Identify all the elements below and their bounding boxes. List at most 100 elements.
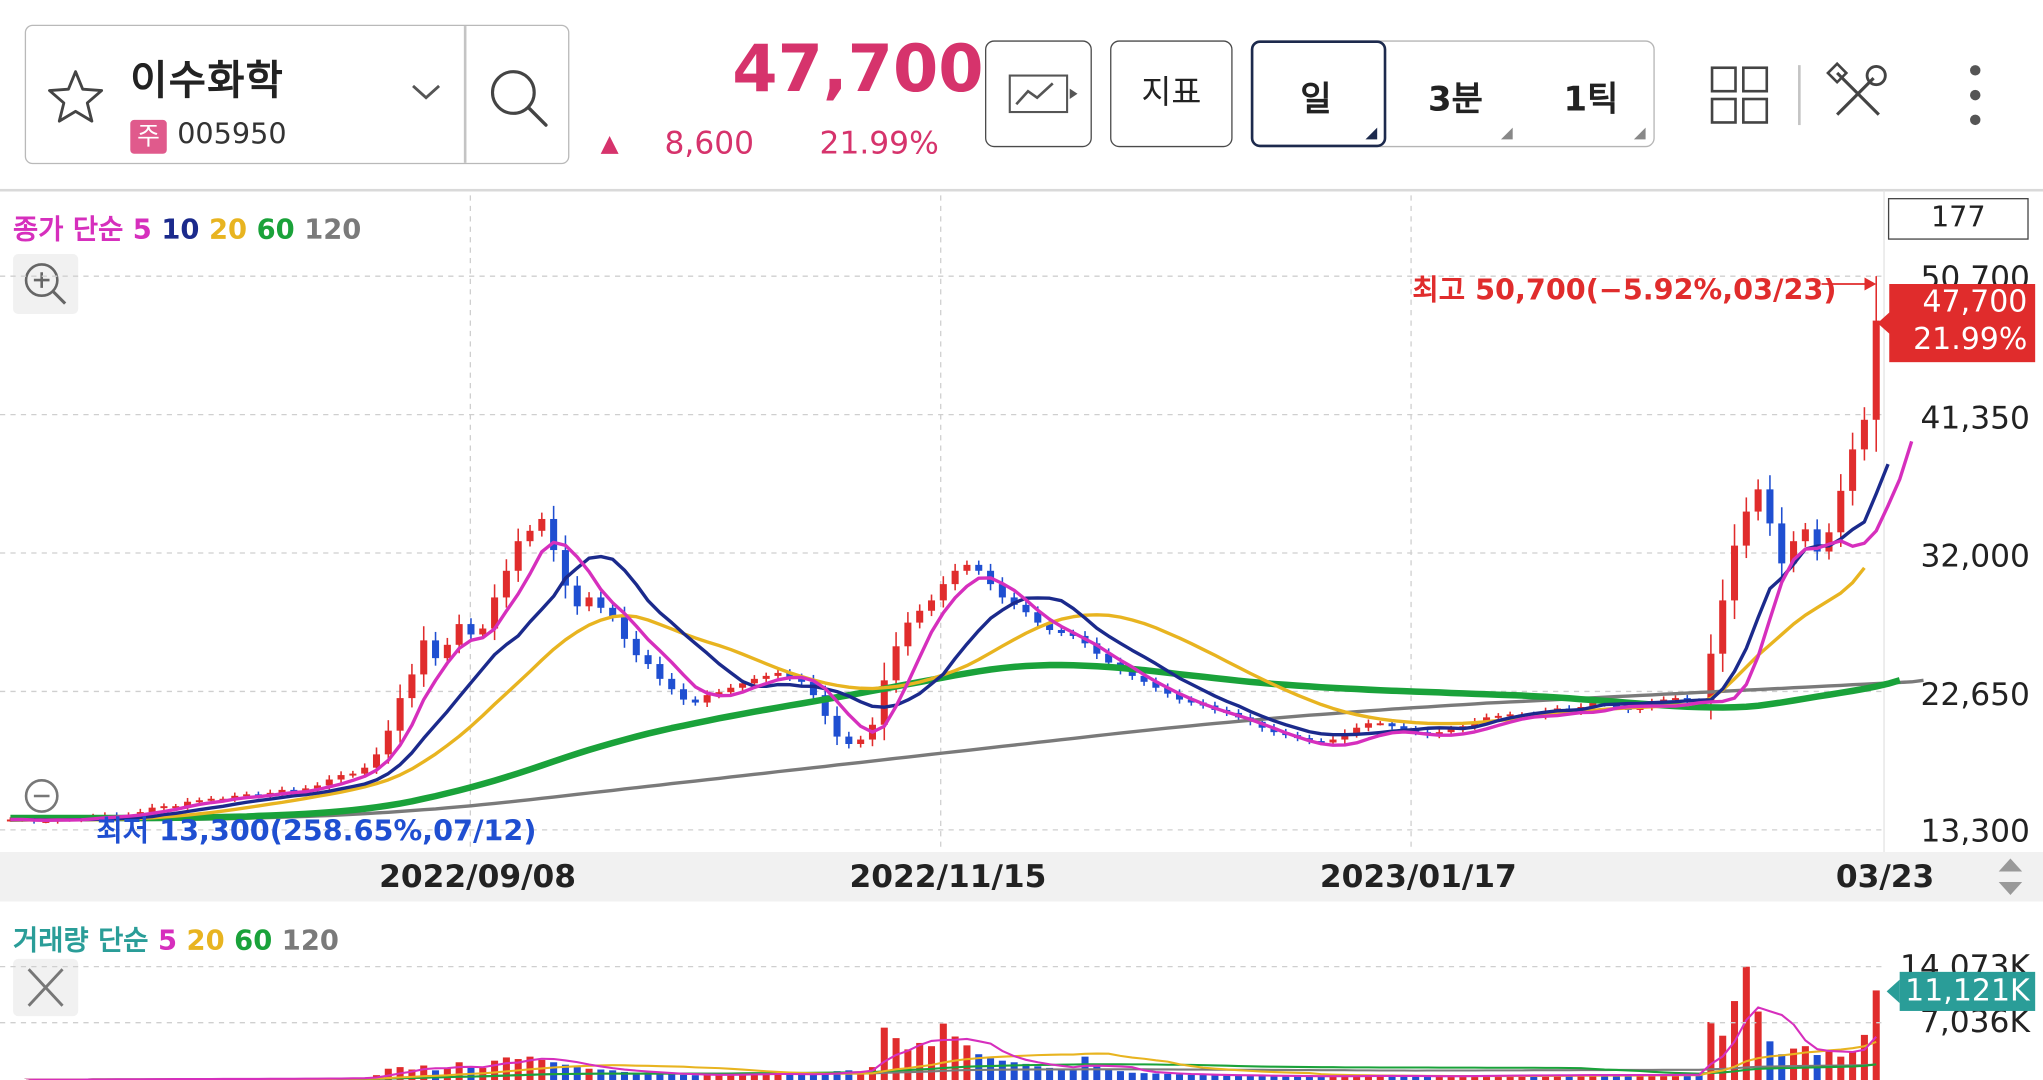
candle-56 <box>668 673 676 695</box>
low-annotation: 최저 13,300(258.65%,07/12) <box>96 815 537 849</box>
volume-bar-155 <box>1837 1056 1845 1080</box>
high-annotation: 최고 50,700(−5.92%,03/23) <box>1412 274 1837 308</box>
volume-bar-55 <box>656 1073 664 1080</box>
x-label-0323: 03/23 <box>1835 858 1935 896</box>
volume-bar-126 <box>1494 1075 1502 1080</box>
volume-bar-111 <box>1317 1076 1325 1080</box>
volume-bar-102 <box>1211 1075 1219 1080</box>
stock-selector[interactable] <box>24 24 570 165</box>
candle-44 <box>526 524 534 547</box>
indicator-button[interactable]: 지표 <box>1110 40 1233 148</box>
candle-76 <box>904 612 912 656</box>
legend-ma5: 5 <box>132 213 152 245</box>
volume-bar-68 <box>809 1074 817 1080</box>
candle-71 <box>845 731 853 749</box>
volume-bar-110 <box>1305 1076 1313 1080</box>
volume-bar-115 <box>1364 1075 1372 1080</box>
volume-bar-105 <box>1246 1075 1254 1080</box>
volume-bar-96 <box>1140 1073 1148 1080</box>
volume-chart[interactable] <box>0 902 2043 1080</box>
candle-82 <box>975 560 983 575</box>
candle-34 <box>408 663 416 708</box>
more-vertical-icon[interactable] <box>1962 63 1988 128</box>
chart-type-icon <box>1008 74 1078 114</box>
volume-bar-45 <box>538 1059 546 1080</box>
volume-bar-79 <box>939 1023 947 1080</box>
volume-bar-142 <box>1683 1074 1691 1080</box>
volume-bar-61 <box>727 1074 735 1080</box>
volume-bar-75 <box>892 1038 900 1080</box>
tools-icon[interactable] <box>1824 60 1892 128</box>
candle-154 <box>1825 523 1833 560</box>
candle-35 <box>420 626 428 687</box>
volume-bar-141 <box>1671 1074 1679 1080</box>
candle-14 <box>172 803 180 809</box>
volume-bar-120 <box>1423 1076 1432 1080</box>
volume-bar-138 <box>1636 1075 1644 1080</box>
star-icon[interactable] <box>44 68 107 125</box>
volume-bar-51 <box>609 1070 617 1080</box>
volume-legend-prefix: 거래량 단순 <box>13 924 149 957</box>
candle-155 <box>1837 474 1845 547</box>
candle-145 <box>1719 579 1727 672</box>
candle-54 <box>644 649 652 669</box>
volume-bar-118 <box>1400 1076 1408 1080</box>
chevron-down-icon[interactable] <box>409 81 443 104</box>
vol-legend-ma5: 5 <box>157 924 178 957</box>
candle-53 <box>632 630 640 663</box>
price-chart[interactable] <box>0 190 2043 853</box>
scroll-arrows-icon[interactable] <box>1993 855 2027 899</box>
ma-line-60 <box>10 661 1901 822</box>
candle-43 <box>514 528 522 582</box>
volume-bar-104 <box>1235 1075 1243 1080</box>
ma-line-10 <box>10 463 1890 822</box>
volume-bar-121 <box>1435 1076 1443 1080</box>
volume-bar-94 <box>1116 1071 1124 1080</box>
volume-bar-34 <box>408 1069 416 1080</box>
candle-147 <box>1742 497 1750 559</box>
chart-type-button[interactable] <box>985 40 1092 148</box>
volume-bar-149 <box>1766 1041 1774 1080</box>
price-legend-prefix: 종가 단순 <box>13 213 124 245</box>
volume-bar-66 <box>786 1074 794 1080</box>
selector-divider <box>463 26 466 163</box>
candle-157 <box>1860 407 1868 461</box>
candle-49 <box>585 592 593 612</box>
candle-75 <box>892 632 900 693</box>
candle-148 <box>1754 479 1762 521</box>
candle-36 <box>432 631 440 666</box>
current-pct-tag-value: 21.99% <box>1913 323 2028 357</box>
visible-count[interactable]: 177 <box>1887 198 2029 240</box>
candle-78 <box>927 594 936 617</box>
volume-moving-averages <box>0 966 1885 1080</box>
close-volume-button[interactable] <box>13 958 79 1017</box>
candle-55 <box>656 656 664 686</box>
volume-bar-46 <box>550 1062 558 1080</box>
volume-bar-97 <box>1152 1073 1160 1080</box>
candle-72 <box>857 735 865 748</box>
volume-bar-124 <box>1471 1075 1479 1080</box>
volume-bar-71 <box>845 1070 853 1080</box>
grid-layout-icon[interactable] <box>1709 65 1769 125</box>
volume-bar-134 <box>1589 1074 1597 1080</box>
volume-bar-135 <box>1601 1074 1609 1080</box>
volume-bar-144 <box>1707 1022 1715 1080</box>
candle-113 <box>1341 729 1349 744</box>
volume-bar-125 <box>1483 1075 1491 1080</box>
search-icon[interactable] <box>485 65 553 130</box>
current-price: 47,700 <box>732 31 984 107</box>
volume-bar-123 <box>1459 1075 1467 1080</box>
volume-bar-99 <box>1175 1074 1184 1080</box>
volume-bar-67 <box>798 1074 806 1080</box>
period-3min[interactable]: 3분 <box>1428 80 1483 120</box>
up-arrow-icon: ▲ <box>600 130 619 158</box>
volume-bar-112 <box>1329 1076 1337 1080</box>
period-1tick[interactable]: 1틱 <box>1563 80 1619 120</box>
stock-name[interactable]: 이수화학 <box>130 57 285 105</box>
zoom-in-button[interactable] <box>13 254 79 314</box>
candle-81 <box>963 560 971 575</box>
candle-115 <box>1364 719 1372 732</box>
current-volume-tag: 11,121K <box>1899 971 2036 1011</box>
zoom-out-button[interactable] <box>16 774 68 826</box>
period-day[interactable]: 일 <box>1300 80 1332 120</box>
